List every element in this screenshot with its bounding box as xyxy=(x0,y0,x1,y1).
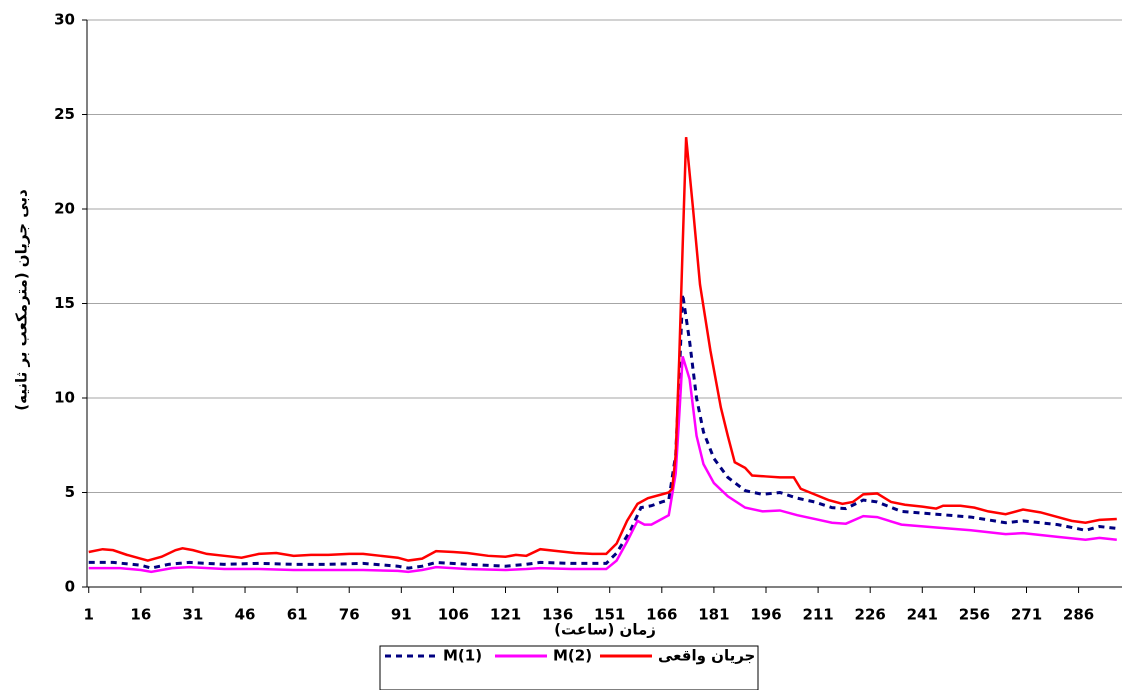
y-tick-label: 10 xyxy=(54,389,75,407)
x-tick-label: 121 xyxy=(490,606,521,624)
y-axis-label: دبی جریان (مترمکعب بر ثانیه) xyxy=(13,189,31,411)
x-tick-label: 196 xyxy=(750,606,781,624)
y-tick-label: 0 xyxy=(65,578,75,596)
x-tick-label: 91 xyxy=(391,606,412,624)
y-tick-label: 5 xyxy=(65,483,75,501)
x-tick-label: 151 xyxy=(594,606,625,624)
x-tick-label: 166 xyxy=(646,606,677,624)
x-tick-label: 181 xyxy=(698,606,729,624)
x-tick-label: 286 xyxy=(1063,606,1094,624)
x-tick-label: 31 xyxy=(182,606,203,624)
x-tick-label: 61 xyxy=(287,606,308,624)
series-line xyxy=(88,356,1117,574)
legend: M(1) M(2) جریان واقعی xyxy=(379,645,759,690)
y-tick-label: 25 xyxy=(54,105,75,123)
x-tick-label: 271 xyxy=(1011,606,1042,624)
x-tick-label: 16 xyxy=(130,606,151,624)
x-tick-label: 136 xyxy=(542,606,573,624)
x-tick-label: 76 xyxy=(339,606,360,624)
x-tick-label: 106 xyxy=(438,606,469,624)
x-tick-label: 226 xyxy=(855,606,886,624)
legend-label: جریان واقعی xyxy=(658,647,755,665)
x-tick-label: 1 xyxy=(84,606,94,624)
x-tick-label: 256 xyxy=(959,606,990,624)
x-tick-label: 211 xyxy=(802,606,833,624)
y-tick-label: 20 xyxy=(54,200,75,218)
legend-label: M(2) xyxy=(553,647,592,665)
x-axis-label: زمان (ساعت) xyxy=(554,621,656,639)
legend-label: M(1) xyxy=(443,647,482,665)
series-line xyxy=(88,293,1117,570)
legend-box xyxy=(379,645,759,690)
x-tick-label: 241 xyxy=(907,606,938,624)
y-tick-label: 15 xyxy=(54,294,75,312)
series-line xyxy=(88,137,1117,562)
y-tick-label: 30 xyxy=(54,11,75,29)
x-tick-label: 46 xyxy=(235,606,256,624)
